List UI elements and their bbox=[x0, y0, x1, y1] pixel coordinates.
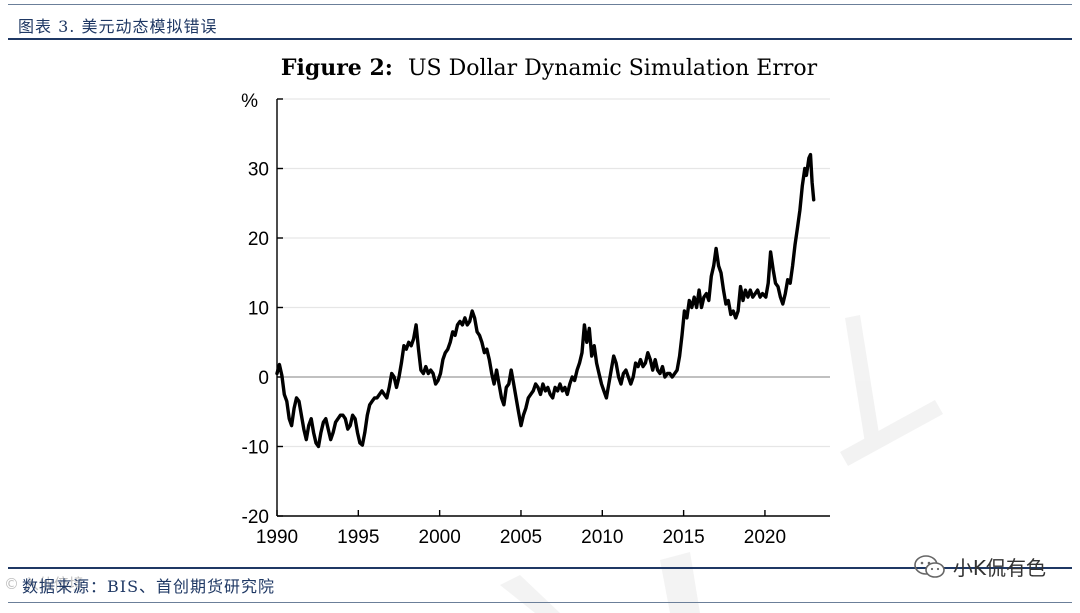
y-tick-label: 10 bbox=[248, 299, 269, 320]
chart-title-prefix: Figure 2: bbox=[281, 55, 393, 81]
chart-title-text: US Dollar Dynamic Simulation Error bbox=[408, 56, 818, 81]
data-source-label: 数据来源： bbox=[22, 577, 108, 596]
x-axis-ticks: 1990 1995 2000 2005 2010 2015 2020 bbox=[256, 510, 786, 548]
x-tick-label: 2010 bbox=[581, 527, 623, 548]
figure-caption: 图表 3. 美元动态模拟错误 bbox=[18, 17, 218, 36]
x-tick-label: 2000 bbox=[419, 527, 461, 548]
y-tick-label: 20 bbox=[248, 229, 269, 250]
wechat-icon bbox=[914, 554, 945, 578]
chart-title: Figure 2: US Dollar Dynamic Simulation E… bbox=[281, 55, 818, 81]
y-tick-label: -10 bbox=[242, 438, 269, 459]
x-tick-label: 2015 bbox=[662, 527, 704, 548]
data-source: 数据来源：BIS、首创期货研究院 bbox=[22, 573, 275, 597]
footer-divider bbox=[8, 567, 1072, 569]
y-tick-label: 30 bbox=[248, 160, 269, 181]
x-tick-label: 2005 bbox=[500, 527, 542, 548]
y-axis-unit-label: % bbox=[241, 91, 258, 112]
top-rule bbox=[8, 4, 1072, 5]
copyright-watermark: © 入仙倍境 bbox=[4, 575, 84, 593]
x-tick-label: 1995 bbox=[337, 527, 379, 548]
series-line bbox=[275, 152, 816, 449]
y-axis-ticks: -20 -10 0 10 20 30 bbox=[242, 98, 283, 528]
figure-header: 图表 3. 美元动态模拟错误 bbox=[8, 6, 1072, 38]
data-source-text: BIS、首创期货研究院 bbox=[107, 577, 276, 596]
account-watermark: 小K侃有色 bbox=[913, 552, 1046, 581]
x-tick-label: 1990 bbox=[256, 527, 298, 548]
header-divider bbox=[8, 38, 1072, 40]
y-tick-label: -20 bbox=[242, 507, 269, 528]
y-tick-label: 0 bbox=[258, 368, 269, 389]
bottom-rule bbox=[8, 602, 1072, 603]
account-name: 小K侃有色 bbox=[952, 556, 1046, 580]
x-tick-label: 2020 bbox=[744, 527, 786, 548]
